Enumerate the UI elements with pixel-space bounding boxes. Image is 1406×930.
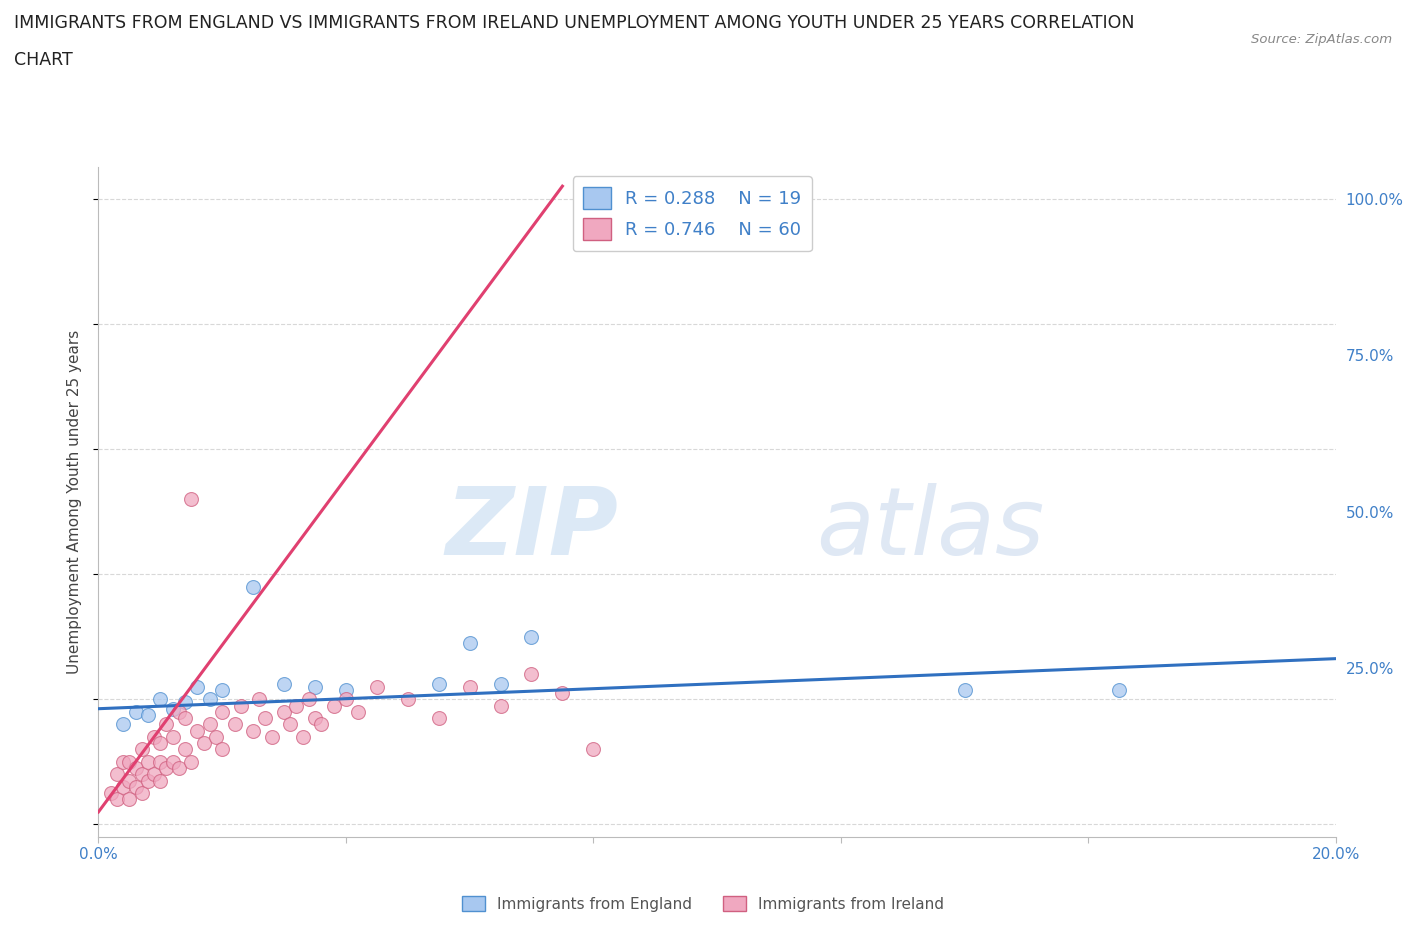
Y-axis label: Unemployment Among Youth under 25 years: Unemployment Among Youth under 25 years — [67, 330, 83, 674]
Point — [112, 717, 135, 732]
Point — [186, 724, 208, 738]
Point — [167, 704, 190, 719]
Point — [489, 698, 512, 713]
Point — [105, 792, 128, 807]
Point — [211, 742, 233, 757]
Point — [582, 742, 605, 757]
Point — [489, 676, 512, 691]
Point — [458, 635, 481, 650]
Text: atlas: atlas — [815, 484, 1045, 575]
Point — [112, 779, 135, 794]
Legend: Immigrants from England, Immigrants from Ireland: Immigrants from England, Immigrants from… — [456, 889, 950, 918]
Point — [162, 701, 184, 716]
Point — [247, 692, 270, 707]
Point — [229, 698, 252, 713]
Point — [520, 667, 543, 682]
Point — [198, 692, 221, 707]
Point — [100, 786, 122, 801]
Point — [143, 767, 166, 782]
Point — [149, 736, 172, 751]
Point — [242, 724, 264, 738]
Point — [298, 692, 321, 707]
Point — [551, 685, 574, 700]
Point — [118, 773, 141, 788]
Point — [304, 680, 326, 695]
Point — [278, 717, 301, 732]
Point — [273, 704, 295, 719]
Point — [242, 579, 264, 594]
Point — [254, 711, 277, 725]
Point — [205, 729, 228, 744]
Point — [124, 779, 146, 794]
Point — [335, 683, 357, 698]
Point — [347, 704, 370, 719]
Point — [193, 736, 215, 751]
Point — [291, 729, 314, 744]
Point — [520, 630, 543, 644]
Point — [155, 761, 177, 776]
Point — [131, 767, 153, 782]
Point — [149, 773, 172, 788]
Point — [224, 717, 246, 732]
Point — [118, 754, 141, 769]
Point — [136, 708, 159, 723]
Text: Source: ZipAtlas.com: Source: ZipAtlas.com — [1251, 33, 1392, 46]
Point — [131, 742, 153, 757]
Point — [118, 792, 141, 807]
Point — [149, 754, 172, 769]
Point — [112, 754, 135, 769]
Point — [105, 767, 128, 782]
Point — [186, 680, 208, 695]
Point — [198, 717, 221, 732]
Point — [180, 492, 202, 507]
Point — [953, 683, 976, 698]
Point — [167, 761, 190, 776]
Point — [180, 754, 202, 769]
Point — [174, 695, 197, 710]
Point — [211, 683, 233, 698]
Point — [304, 711, 326, 725]
Point — [211, 704, 233, 719]
Point — [162, 729, 184, 744]
Point — [335, 692, 357, 707]
Point — [131, 786, 153, 801]
Point — [174, 711, 197, 725]
Point — [124, 761, 146, 776]
Legend: R = 0.288    N = 19, R = 0.746    N = 60: R = 0.288 N = 19, R = 0.746 N = 60 — [572, 177, 813, 251]
Text: IMMIGRANTS FROM ENGLAND VS IMMIGRANTS FROM IRELAND UNEMPLOYMENT AMONG YOUTH UNDE: IMMIGRANTS FROM ENGLAND VS IMMIGRANTS FR… — [14, 14, 1135, 32]
Point — [427, 711, 450, 725]
Point — [273, 676, 295, 691]
Point — [309, 717, 332, 732]
Point — [458, 680, 481, 695]
Point — [149, 692, 172, 707]
Point — [124, 704, 146, 719]
Point — [155, 717, 177, 732]
Point — [285, 698, 308, 713]
Text: ZIP: ZIP — [446, 483, 619, 575]
Point — [136, 773, 159, 788]
Point — [174, 742, 197, 757]
Point — [1108, 683, 1130, 698]
Point — [427, 676, 450, 691]
Point — [162, 754, 184, 769]
Text: CHART: CHART — [14, 51, 73, 69]
Point — [136, 754, 159, 769]
Point — [260, 729, 283, 744]
Point — [366, 680, 388, 695]
Point — [143, 729, 166, 744]
Point — [322, 698, 344, 713]
Point — [396, 692, 419, 707]
